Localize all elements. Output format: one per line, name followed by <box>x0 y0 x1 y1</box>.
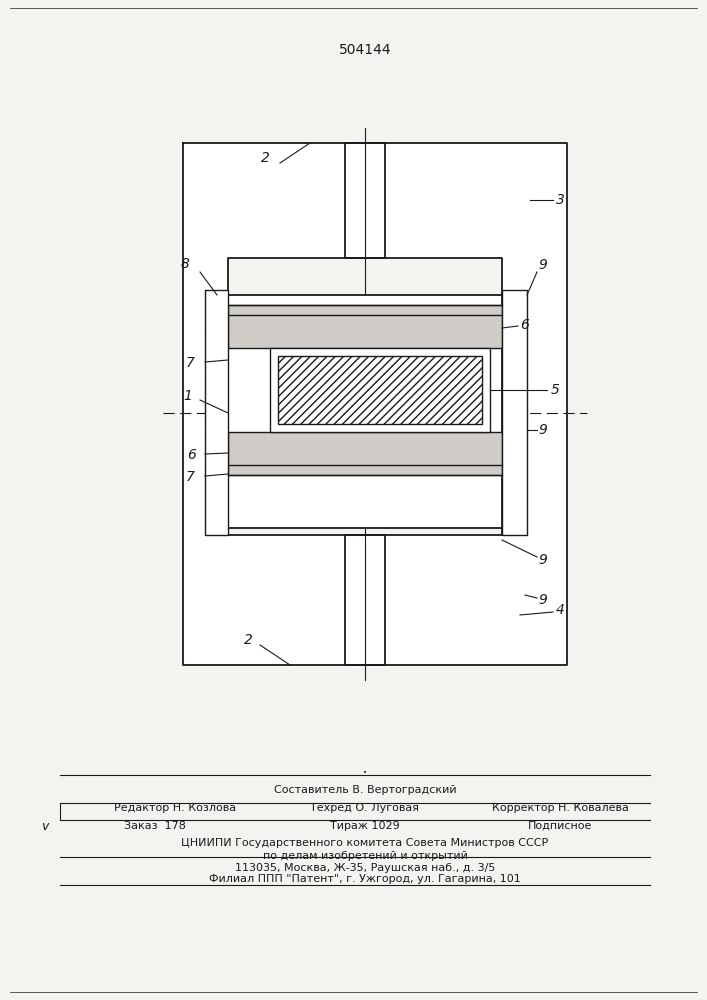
Text: 7: 7 <box>185 356 194 370</box>
Bar <box>228 295 502 528</box>
Text: v: v <box>41 820 49 832</box>
Text: 9: 9 <box>539 553 547 567</box>
Bar <box>502 290 527 535</box>
Text: Техред О. Луговая: Техред О. Луговая <box>310 803 419 813</box>
Text: Заказ  178: Заказ 178 <box>124 821 186 831</box>
Text: Корректор Н. Ковалева: Корректор Н. Ковалева <box>491 803 629 813</box>
Text: 113035, Москва, Ж-35, Раушская наб., д. 3/5: 113035, Москва, Ж-35, Раушская наб., д. … <box>235 863 495 873</box>
Text: Филиал ППП "Патент", г. Ужгород, ул. Гагарина, 101: Филиал ППП "Патент", г. Ужгород, ул. Гаг… <box>209 874 521 884</box>
Text: ЦНИИПИ Государственного комитета Совета Министров СССР: ЦНИИПИ Государственного комитета Совета … <box>182 838 549 848</box>
Text: 7: 7 <box>185 470 194 484</box>
Text: 2: 2 <box>261 151 269 165</box>
Text: Подписное: Подписное <box>528 821 592 831</box>
Polygon shape <box>345 143 567 665</box>
Text: 4: 4 <box>556 603 564 617</box>
Text: 9: 9 <box>539 423 547 437</box>
Text: 5: 5 <box>551 383 559 397</box>
Bar <box>278 356 482 424</box>
Bar <box>205 290 228 535</box>
Text: 6: 6 <box>187 448 197 462</box>
Text: •: • <box>363 770 367 776</box>
Text: 8: 8 <box>180 257 189 271</box>
Text: по делам изобретений и открытий: по делам изобретений и открытий <box>262 851 467 861</box>
Text: Тираж 1029: Тираж 1029 <box>330 821 400 831</box>
Bar <box>228 432 502 475</box>
Text: 9: 9 <box>539 593 547 607</box>
Text: Редактор Н. Козлова: Редактор Н. Козлова <box>114 803 236 813</box>
Bar <box>228 305 502 348</box>
Bar <box>270 348 490 432</box>
Text: Составитель В. Вертоградский: Составитель В. Вертоградский <box>274 785 456 795</box>
Text: 1: 1 <box>184 389 192 403</box>
Text: 9: 9 <box>539 258 547 272</box>
Text: 3: 3 <box>556 193 564 207</box>
Text: 504144: 504144 <box>339 43 391 57</box>
Text: 6: 6 <box>520 318 530 332</box>
Text: 2: 2 <box>244 633 252 647</box>
Polygon shape <box>183 143 385 665</box>
